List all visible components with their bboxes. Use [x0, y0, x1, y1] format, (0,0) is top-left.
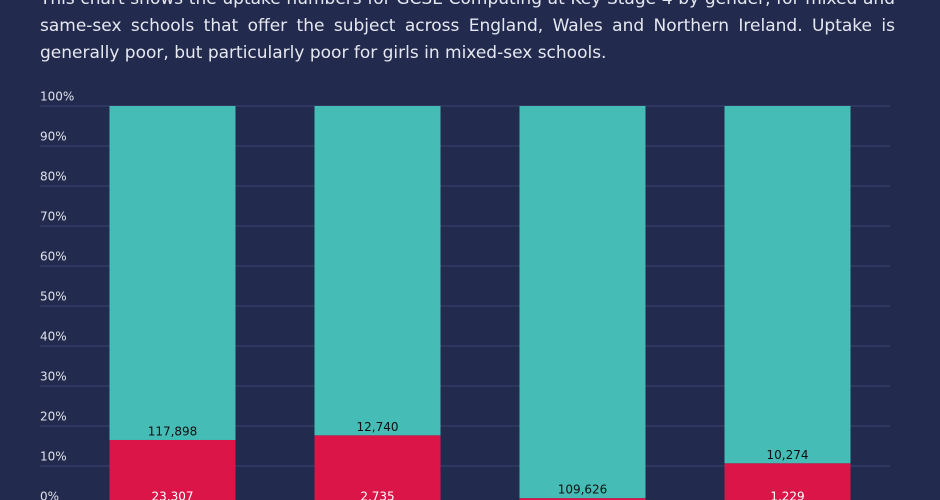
- value-label: 2,735: [360, 490, 394, 500]
- y-tick-label: 10%: [40, 450, 67, 464]
- bar-segment: [109, 439, 236, 500]
- value-label: 117,898: [148, 424, 198, 438]
- bar-segment: [519, 106, 646, 499]
- value-label: 12,740: [357, 420, 399, 434]
- y-tick-label: 50%: [40, 290, 67, 304]
- value-label: 1,229: [770, 490, 804, 500]
- bar-segment: [724, 463, 851, 500]
- value-label: 10,274: [767, 448, 809, 462]
- bar-segment: [314, 435, 441, 500]
- y-tick-label: 60%: [40, 250, 67, 264]
- value-label: 109,626: [558, 483, 608, 497]
- bar-segment: [314, 106, 441, 436]
- y-tick-label: 40%: [40, 330, 67, 344]
- value-label: 23,307: [152, 490, 194, 500]
- y-tick-label: 70%: [40, 210, 67, 224]
- y-tick-label: 80%: [40, 170, 67, 184]
- y-tick-label: 20%: [40, 410, 67, 424]
- y-tick-label: 0%: [40, 490, 59, 500]
- bar-segment: [109, 106, 236, 440]
- description: This chart shows the uptake numbers for …: [40, 0, 895, 63]
- bar-segment: [724, 106, 851, 464]
- y-tick-label: 90%: [40, 130, 67, 144]
- y-tick-label: 100%: [40, 90, 74, 104]
- bar-segment: [519, 498, 646, 500]
- y-tick-label: 30%: [40, 370, 67, 384]
